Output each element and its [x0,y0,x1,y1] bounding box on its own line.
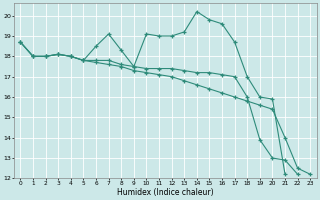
X-axis label: Humidex (Indice chaleur): Humidex (Indice chaleur) [117,188,214,197]
